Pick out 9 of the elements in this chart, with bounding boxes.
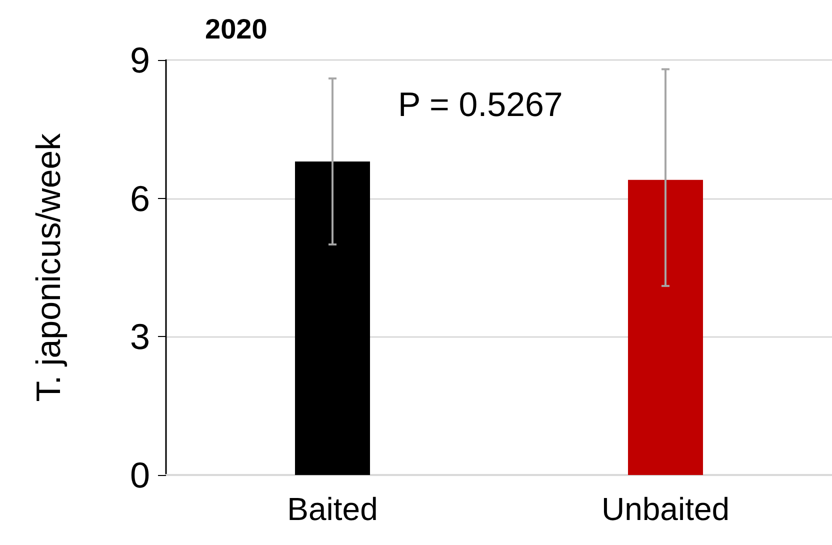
annotation: P = 0.5267 — [398, 86, 563, 124]
x-tick-label: Baited — [287, 491, 378, 527]
y-tick-label: 9 — [130, 40, 150, 80]
x-tick-label: Unbaited — [601, 491, 730, 527]
y-tick-label: 6 — [130, 178, 150, 219]
y-axis-title: T. japonicus/week — [30, 132, 68, 402]
chart-title: 2020 — [205, 14, 268, 44]
y-tick-label: 0 — [130, 454, 150, 496]
y-tick-label: 3 — [130, 316, 150, 358]
